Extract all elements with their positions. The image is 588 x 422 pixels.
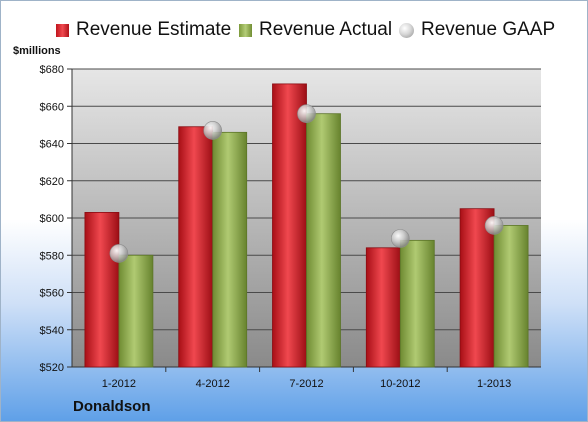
- legend-label-estimate: Revenue Estimate: [76, 19, 232, 40]
- y-tick-labels: $520 $540 $560 $580 $600 $620 $640 $660 $680: [40, 64, 64, 374]
- company-name: Donaldson: [73, 398, 151, 415]
- x-tick-label: 10-2012: [380, 378, 420, 390]
- marker-revenue-gaap: [297, 104, 316, 123]
- bars: [84, 83, 529, 368]
- y-tick-label: $600: [40, 213, 64, 225]
- y-tick-label: $580: [40, 250, 64, 262]
- bar-revenue-actual: [493, 225, 529, 368]
- y-tick-label: $620: [40, 176, 64, 188]
- legend: Revenue Estimate Revenue Actual Revenue …: [1, 17, 587, 43]
- bar-revenue-estimate: [84, 212, 120, 368]
- y-tick-label: $560: [40, 288, 64, 300]
- legend-label-actual: Revenue Actual: [259, 19, 393, 40]
- legend-swatch-estimate: [56, 23, 69, 37]
- legend-item-revenue-actual: Revenue Actual: [239, 17, 392, 43]
- marker-revenue-gaap: [390, 229, 410, 248]
- bar-revenue-actual: [399, 239, 435, 368]
- gaap-markers: [109, 104, 504, 263]
- y-tick-label: $660: [40, 101, 64, 113]
- legend-swatch-gaap: [399, 22, 414, 38]
- legend-item-revenue-gaap: Revenue GAAP: [399, 17, 555, 43]
- bar-revenue-actual: [306, 113, 341, 368]
- bar-revenue-actual: [118, 254, 154, 368]
- legend-swatch-actual: [239, 23, 252, 37]
- marker-revenue-gaap: [484, 216, 504, 235]
- y-axis-unit-label: $millions: [13, 45, 61, 57]
- marker-revenue-gaap: [109, 244, 129, 263]
- bar-revenue-estimate: [272, 83, 307, 368]
- y-tick-label: $680: [40, 64, 64, 76]
- x-tick-label: 1-2012: [102, 378, 136, 390]
- x-tick-label: 4-2012: [196, 378, 230, 390]
- y-tick-label: $540: [40, 325, 64, 337]
- bar-revenue-estimate: [178, 126, 214, 368]
- marker-revenue-gaap: [203, 121, 222, 140]
- x-tick-label: 7-2012: [289, 378, 323, 390]
- legend-item-revenue-estimate: Revenue Estimate: [56, 17, 231, 43]
- y-tick-label: $520: [40, 362, 64, 374]
- x-tick-labels: 1-2012 4-2012 7-2012 10-2012 1-2013: [102, 378, 511, 390]
- x-tick-label: 1-2013: [477, 378, 511, 390]
- bar-revenue-estimate: [365, 247, 401, 368]
- y-tick-label: $640: [40, 139, 64, 151]
- legend-label-gaap: Revenue GAAP: [421, 19, 556, 40]
- bar-revenue-actual: [212, 131, 248, 368]
